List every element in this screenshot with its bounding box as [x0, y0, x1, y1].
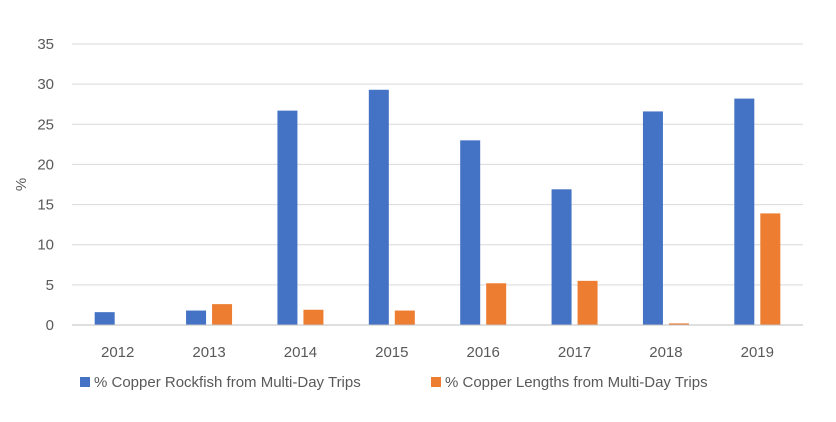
bar-series-1	[94, 312, 115, 325]
legend-swatch	[431, 377, 441, 387]
bar-series-2	[668, 323, 689, 325]
gridlines	[72, 43, 803, 286]
legend-label: % Copper Rockfish from Multi-Day Trips	[94, 374, 361, 391]
bars	[94, 89, 781, 326]
legend-swatch	[80, 377, 90, 387]
y-tick-label: 30	[37, 76, 54, 93]
bar-series-1	[642, 111, 663, 325]
y-tick-label: 25	[37, 116, 54, 133]
x-tick-label: 2016	[467, 344, 500, 361]
x-tick-label: 2015	[375, 344, 408, 361]
x-tick-label: 2013	[192, 344, 225, 361]
y-tick-label: 35	[37, 36, 54, 53]
y-tick-label: 20	[37, 156, 54, 173]
bar-series-2	[303, 309, 324, 325]
bar-series-1	[551, 189, 572, 325]
bar-series-1	[186, 310, 207, 325]
bar-series-1	[734, 98, 755, 325]
y-axis-label: %	[13, 178, 30, 191]
bar-series-1	[277, 110, 298, 325]
bar-series-1	[368, 89, 389, 326]
bar-series-1	[460, 140, 481, 325]
bar-series-2	[486, 283, 507, 325]
x-tick-label: 2012	[101, 344, 134, 361]
x-tick-label: 2019	[741, 344, 774, 361]
y-tick-label: 10	[37, 237, 54, 254]
bar-series-2	[577, 280, 598, 325]
bar-series-2	[760, 213, 781, 325]
y-tick-label: 0	[46, 317, 54, 334]
legend: % Copper Rockfish from Multi-Day Trips % …	[80, 374, 708, 391]
x-tick-label: 2014	[284, 344, 317, 361]
bar-series-2	[394, 310, 415, 325]
y-axis-ticks: 0 5 10 15 20 25 30 35	[37, 36, 54, 334]
x-tick-label: 2018	[649, 344, 682, 361]
x-axis-ticks: 2012 2013 2014 2015 2016 2017 2018 2019	[101, 344, 774, 361]
x-tick-label: 2017	[558, 344, 591, 361]
y-tick-label: 5	[46, 277, 54, 294]
bar-series-2	[212, 304, 233, 325]
y-tick-label: 15	[37, 197, 54, 214]
legend-label: % Copper Lengths from Multi-Day Trips	[445, 374, 708, 391]
